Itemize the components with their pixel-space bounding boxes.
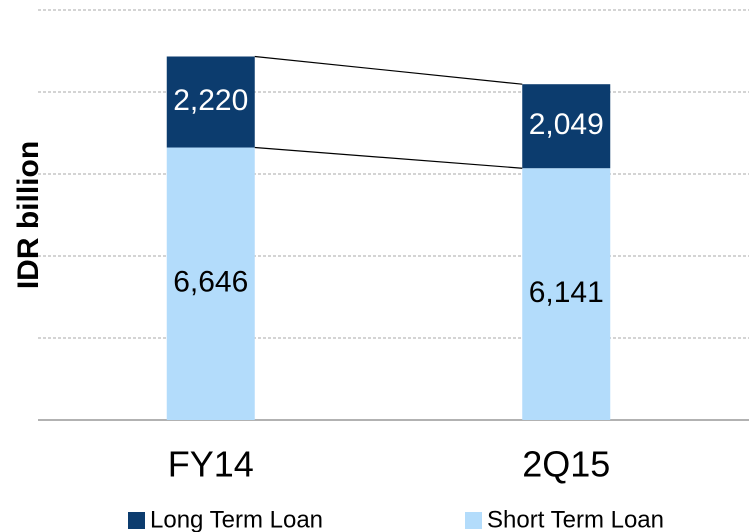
bar-segment — [522, 84, 611, 169]
data-label: 6,141 — [529, 276, 604, 309]
legend-label: Short Term Loan — [487, 506, 664, 532]
x-tick-label: FY14 — [168, 444, 254, 485]
bar-segment — [166, 147, 255, 420]
connector-line — [254, 55, 523, 85]
data-label: 2,220 — [173, 84, 248, 117]
bar-segment — [166, 56, 255, 148]
data-label: 2,049 — [529, 108, 604, 141]
legend-swatch — [128, 512, 145, 529]
data-label: 6,646 — [173, 266, 248, 299]
y-axis-label: IDR billion — [12, 141, 45, 289]
connector-line — [254, 146, 523, 169]
bar-segment — [522, 168, 611, 420]
legend-label: Long Term Loan — [150, 506, 323, 532]
legend-swatch — [465, 512, 482, 529]
x-tick-label: 2Q15 — [522, 444, 610, 485]
